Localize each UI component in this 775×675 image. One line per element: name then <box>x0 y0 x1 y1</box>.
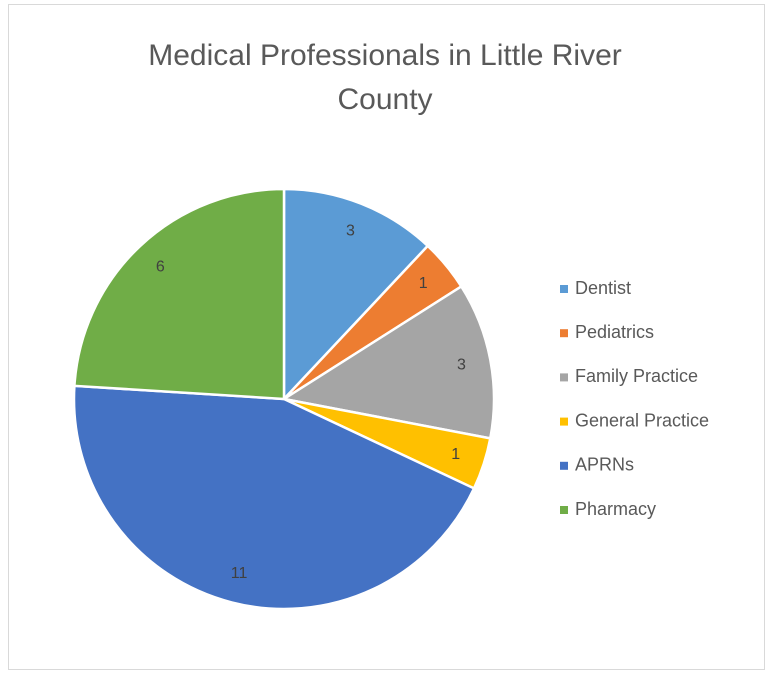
data-label: 3 <box>457 356 466 373</box>
legend-marker <box>560 285 568 293</box>
data-label: 11 <box>231 565 248 582</box>
legend-label: APRNs <box>575 455 634 475</box>
legend-label: General Practice <box>575 410 709 430</box>
legend-label: Pediatrics <box>575 322 654 342</box>
legend-marker <box>560 373 568 382</box>
data-label: 1 <box>419 275 428 292</box>
legend-marker <box>560 417 568 426</box>
legend-marker <box>560 506 568 514</box>
chart-title: Medical Professionals in Little River Co… <box>148 39 622 116</box>
legend-marker <box>560 461 568 470</box>
pie-slice <box>280 284 496 440</box>
pie-slice <box>282 187 430 403</box>
legend-label: Dentist <box>575 278 631 298</box>
legend-label: Family Practice <box>575 366 698 386</box>
data-label: 1 <box>451 446 460 463</box>
chart-frame <box>8 4 765 670</box>
legend-marker <box>560 329 568 338</box>
data-label: 3 <box>346 222 355 239</box>
pie-slice <box>73 187 286 401</box>
pie-slice <box>72 384 476 611</box>
legend-label: Pharmacy <box>575 499 656 519</box>
data-label: 6 <box>156 259 165 276</box>
